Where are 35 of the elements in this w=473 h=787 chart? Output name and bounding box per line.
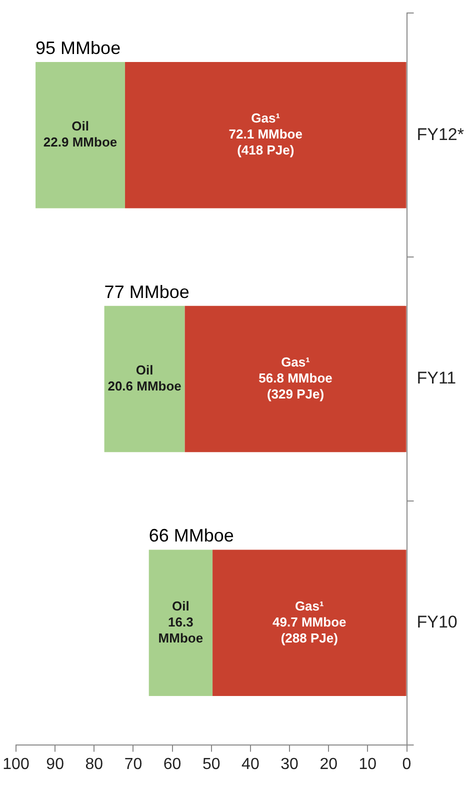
bar [212,550,406,696]
data-label: 49.7 MMboe (288 PJe) [272,614,346,646]
x-tick-label: 20 [320,756,338,773]
data-label: 20.6 MMboe [108,378,182,394]
total-label: 95 MMboe [36,38,121,58]
y-tick-label: FY12* [416,124,464,144]
y-tick-label: FY10 [416,612,458,632]
x-tick-label: 60 [163,756,182,773]
data-label: 16.3 MMboe [158,614,204,646]
x-tick-label: 50 [202,756,220,773]
y-tick-label: FY11 [416,368,456,388]
x-tick-label: 10 [358,756,377,773]
text: Gas¹ [294,598,324,614]
bar [184,306,406,452]
series-label: Oil [172,598,190,614]
x-tick-label: 0 [402,756,412,773]
x-tick-label: 90 [46,756,64,773]
x-tick-label: 70 [124,756,142,773]
x-tick-label: 30 [280,756,299,773]
bar [104,306,185,452]
x-tick-label: 40 [242,756,260,773]
text: Oil [136,362,154,378]
data-label: 22.9 MMboe [43,134,118,150]
text: Gas¹ [281,354,310,370]
bar [125,62,406,208]
data-label: 56.8 MMboe (329 PJe) [258,370,332,402]
x-tick-label: 100 [2,756,30,773]
total-label: 77 MMboe [104,282,190,302]
bar [36,62,126,208]
series-label: Gas¹ [251,110,280,126]
x-tick-label: 80 [85,756,104,773]
data-label: 72.1 MMboe (418 PJe) [228,126,302,158]
total-label: 66 MMboe [148,526,234,546]
text: Oil [72,118,89,134]
bar [148,550,213,696]
